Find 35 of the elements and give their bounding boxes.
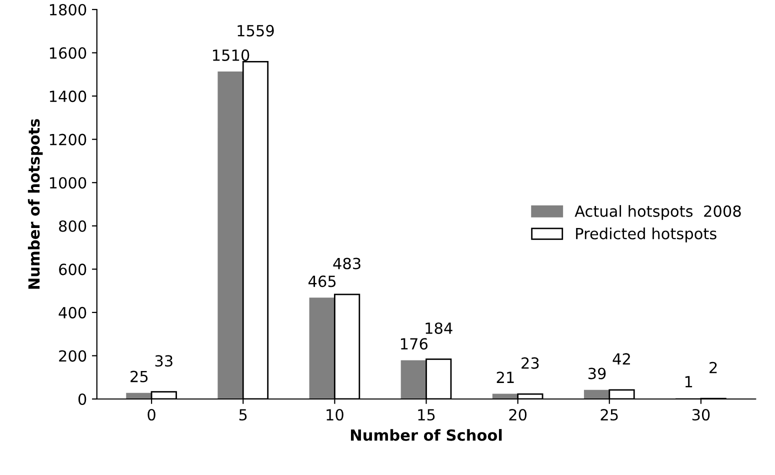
data-label: 25 [130,370,148,382]
x-tick-label: 10 [326,408,344,421]
legend-label: Predicted hotspots [576,228,716,242]
y-tick-label: 1600 [50,47,86,59]
y-tick-label: 0 [78,393,86,406]
y-tick-label: 1800 [50,4,86,16]
x-tick-label: 25 [600,408,618,421]
data-label: 21 [496,372,514,383]
y-tick-label: 1200 [50,134,86,146]
y-tick-label: 600 [59,264,86,276]
data-label: 184 [426,322,452,334]
y-tick-label: 1400 [50,90,86,102]
legend-label: Actual hotspots 2008 [574,205,741,220]
data-label: 39 [588,368,606,380]
data-label: 42 [612,353,630,365]
data-label: 23 [522,357,539,369]
data-label: 176 [400,338,428,350]
data-label: 465 [308,276,336,288]
x-tick-label: 0 [148,408,156,421]
x-tick-label: 30 [692,408,710,421]
x-tick-label: 15 [418,409,435,421]
data-label: 1 [685,376,692,388]
y-axis-title: Number of hotspots [28,119,43,289]
data-label: 2 [710,362,717,374]
x-tick-label: 20 [509,408,527,421]
y-tick-label: 400 [58,306,86,318]
data-label: 33 [155,355,172,367]
data-label: 1559 [238,24,274,36]
data-label: 1510 [212,49,250,61]
y-tick-label: 1000 [50,177,86,189]
x-axis-title: Number of School [350,429,502,441]
data-label: 483 [333,258,360,270]
x-tick-label: 5 [239,409,247,421]
y-tick-label: 200 [59,350,86,362]
y-tick-label: 800 [59,220,86,232]
